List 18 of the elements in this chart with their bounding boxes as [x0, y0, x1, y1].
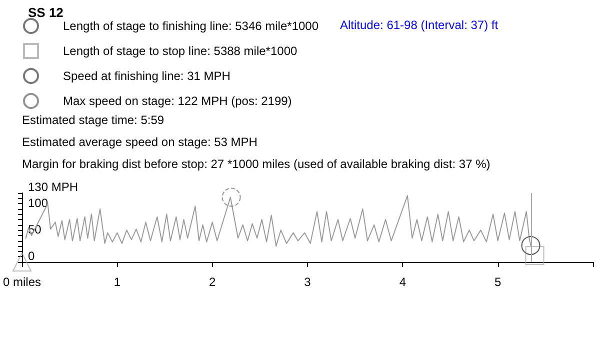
text: Estimated stage time: 5:59	[22, 113, 164, 127]
y-tick-label: 100	[28, 196, 48, 210]
y-tick-label: 130 MPH	[28, 180, 78, 194]
y-tick-label: 0	[28, 249, 36, 263]
legend-label: Speed at finishing line: 31 MPH	[63, 69, 230, 83]
x-tick-label: 3	[304, 275, 312, 289]
chart-title: SS 12	[28, 5, 64, 20]
x-tick-label: 1	[114, 275, 121, 289]
text: Margin for braking dist before stop: 27 *1000 miles (used of available braking dist: 37 %)	[22, 157, 490, 171]
legend-label: Length of stage to finishing line: 5346 mile*1000	[63, 19, 319, 33]
legend-label: Max speed on stage: 122 MPH (pos: 2199)	[63, 94, 292, 108]
legend-label: Length of stage to stop line: 5388 mile*1000	[63, 44, 298, 58]
x-tick-label: 0 miles	[2, 275, 42, 289]
x-tick-label: 4	[399, 275, 406, 289]
text: Estimated average speed on stage: 53 MPH	[22, 135, 258, 149]
text: Altitude: 61-98 (Interval: 37) ft	[340, 18, 499, 32]
x-tick-label: 2	[208, 275, 216, 289]
x-tick-label: 5	[494, 275, 502, 289]
